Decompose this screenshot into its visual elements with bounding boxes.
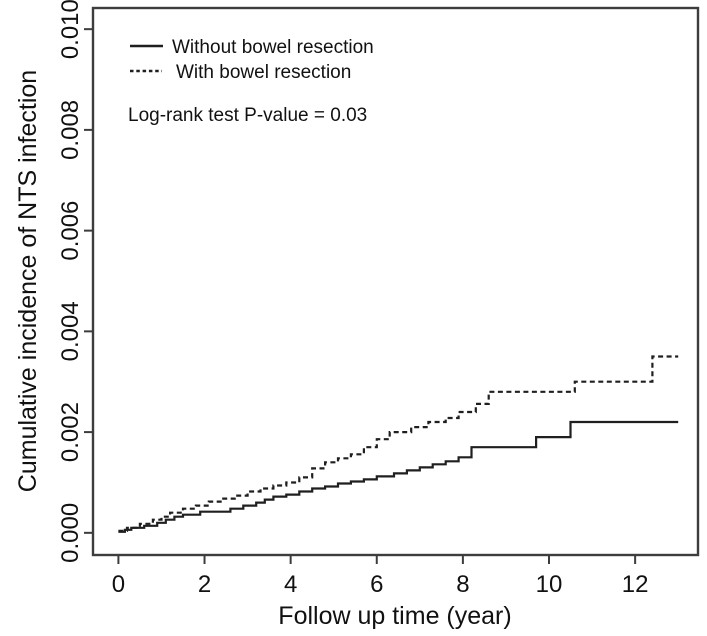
y-tick-label: 0.000 [57, 503, 84, 563]
legend-label-without-resection: Without bowel resection [172, 37, 374, 58]
curve-with-bowel-resection [118, 355, 679, 532]
y-tick-label: 0.010 [57, 0, 84, 59]
curve-without-bowel-resection [118, 420, 679, 533]
x-tick-label: 2 [198, 571, 211, 598]
curves-group [118, 355, 679, 533]
x-tick-label: 6 [370, 571, 383, 598]
y-tick-label: 0.002 [57, 402, 84, 462]
x-tick-label: 4 [284, 571, 297, 598]
x-axis: 0 2 4 6 8 10 12 [112, 555, 649, 598]
x-tick-label: 8 [456, 571, 469, 598]
x-tick-label: 0 [112, 571, 125, 598]
y-tick-label: 0.006 [57, 201, 84, 261]
y-axis-title: Cumulative incidence of NTS infection [14, 70, 42, 492]
log-rank-annotation: Log-rank test P-value = 0.03 [128, 105, 367, 126]
plot-area-border [91, 6, 700, 557]
x-tick-label: 10 [536, 571, 563, 598]
x-axis-title: Follow up time (year) [278, 602, 511, 630]
y-tick-label: 0.004 [57, 301, 84, 361]
legend-label-with-resection: With bowel resection [176, 62, 351, 83]
legend: Without bowel resection With bowel resec… [128, 37, 374, 126]
y-axis: 0.000 0.002 0.004 0.006 0.008 0.010 [57, 0, 93, 563]
y-tick-label: 0.008 [57, 100, 84, 160]
x-tick-label: 12 [622, 571, 649, 598]
